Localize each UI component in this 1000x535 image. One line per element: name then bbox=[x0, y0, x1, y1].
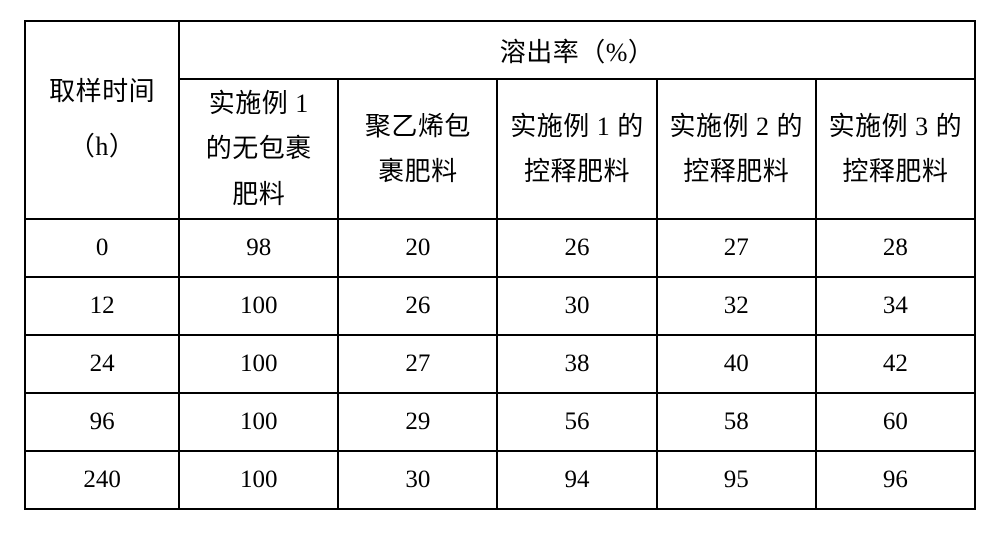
col-header-4: 实施例 2 的 控释肥料 bbox=[657, 79, 816, 219]
cell: 29 bbox=[338, 393, 497, 451]
row-label: 24 bbox=[25, 335, 179, 393]
cell: 20 bbox=[338, 219, 497, 277]
col-header-4-l2: 控释肥料 bbox=[683, 157, 789, 186]
cell: 100 bbox=[179, 277, 338, 335]
col-header-2: 聚乙烯包 裹肥料 bbox=[338, 79, 497, 219]
col-header-4-l1: 实施例 2 的 bbox=[669, 112, 803, 141]
cell: 27 bbox=[657, 219, 816, 277]
cell: 95 bbox=[657, 451, 816, 509]
dissolution-rate-table: 取样时间 （h） 溶出率（%） 实施例 1 的无包裹 肥料 聚乙烯包 裹肥料 实… bbox=[24, 20, 976, 510]
col-header-1-l1: 实施例 1 bbox=[209, 89, 309, 118]
cell: 100 bbox=[179, 335, 338, 393]
cell: 30 bbox=[338, 451, 497, 509]
row-label: 12 bbox=[25, 277, 179, 335]
row-header-label: 取样时间 （h） bbox=[25, 21, 179, 219]
cell: 40 bbox=[657, 335, 816, 393]
col-header-3: 实施例 1 的 控释肥料 bbox=[497, 79, 656, 219]
table-row: 24 100 27 38 40 42 bbox=[25, 335, 975, 393]
table-container: 取样时间 （h） 溶出率（%） 实施例 1 的无包裹 肥料 聚乙烯包 裹肥料 实… bbox=[0, 0, 1000, 530]
col-header-1: 实施例 1 的无包裹 肥料 bbox=[179, 79, 338, 219]
col-header-1-l2: 的无包裹 bbox=[206, 134, 312, 163]
cell: 26 bbox=[338, 277, 497, 335]
cell: 60 bbox=[816, 393, 975, 451]
cell: 26 bbox=[497, 219, 656, 277]
col-header-5-l1: 实施例 3 的 bbox=[829, 112, 963, 141]
cell: 94 bbox=[497, 451, 656, 509]
col-header-3-l1: 实施例 1 的 bbox=[510, 112, 644, 141]
col-header-2-l2: 裹肥料 bbox=[378, 157, 458, 186]
table-row: 96 100 29 56 58 60 bbox=[25, 393, 975, 451]
super-header: 溶出率（%） bbox=[179, 21, 975, 79]
col-header-5: 实施例 3 的 控释肥料 bbox=[816, 79, 975, 219]
cell: 42 bbox=[816, 335, 975, 393]
header-row-top: 取样时间 （h） 溶出率（%） bbox=[25, 21, 975, 79]
cell: 58 bbox=[657, 393, 816, 451]
table-row: 0 98 20 26 27 28 bbox=[25, 219, 975, 277]
cell: 30 bbox=[497, 277, 656, 335]
row-header-line2: （h） bbox=[69, 132, 136, 161]
col-header-2-l1: 聚乙烯包 bbox=[365, 112, 471, 141]
row-label: 96 bbox=[25, 393, 179, 451]
row-header-line1: 取样时间 bbox=[49, 77, 155, 106]
table-row: 240 100 30 94 95 96 bbox=[25, 451, 975, 509]
row-label: 240 bbox=[25, 451, 179, 509]
cell: 56 bbox=[497, 393, 656, 451]
col-header-1-l3: 肥料 bbox=[232, 180, 285, 209]
cell: 38 bbox=[497, 335, 656, 393]
col-header-3-l2: 控释肥料 bbox=[524, 157, 630, 186]
cell: 100 bbox=[179, 451, 338, 509]
cell: 27 bbox=[338, 335, 497, 393]
cell: 34 bbox=[816, 277, 975, 335]
cell: 100 bbox=[179, 393, 338, 451]
table-row: 12 100 26 30 32 34 bbox=[25, 277, 975, 335]
cell: 98 bbox=[179, 219, 338, 277]
cell: 32 bbox=[657, 277, 816, 335]
col-header-5-l2: 控释肥料 bbox=[842, 157, 948, 186]
cell: 28 bbox=[816, 219, 975, 277]
row-label: 0 bbox=[25, 219, 179, 277]
cell: 96 bbox=[816, 451, 975, 509]
